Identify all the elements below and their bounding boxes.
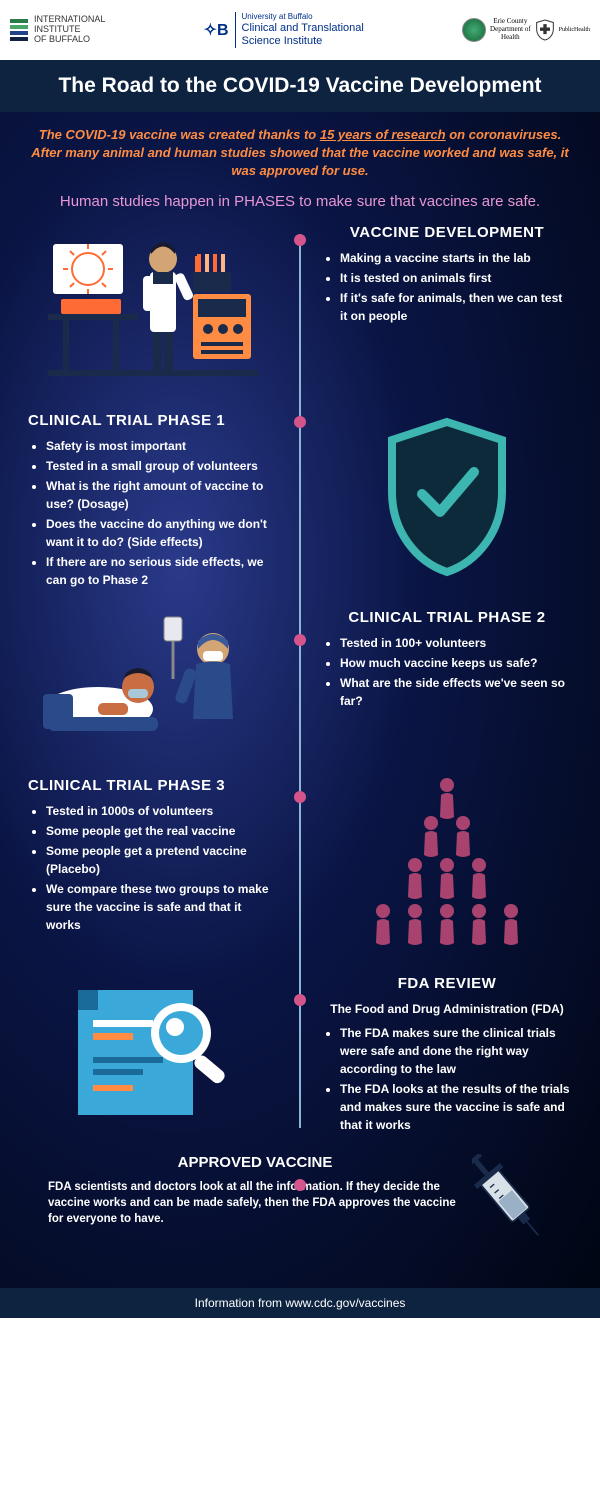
document-magnify-icon bbox=[63, 975, 243, 1135]
iib-text: INTERNATIONAL INSTITUTE OF BUFFALO bbox=[34, 15, 105, 45]
timeline: VACCINE DEVELOPMENT Making a vaccine sta… bbox=[0, 224, 600, 1288]
list-item: We compare these two groups to make sure… bbox=[46, 880, 278, 934]
approved-text: FDA scientists and doctors look at all t… bbox=[48, 1179, 462, 1227]
logo-ub: ✧B University at Buffalo Clinical and Tr… bbox=[204, 12, 364, 48]
ub-icon: ✧B bbox=[204, 20, 229, 40]
phase3-title: CLINICAL TRIAL PHASE 3 bbox=[28, 777, 278, 794]
logo-erie: Erie County Department of Health PublicH… bbox=[462, 18, 590, 42]
syringe-icon bbox=[472, 1154, 552, 1254]
fda-content: FDA REVIEW The Food and Drug Administrat… bbox=[300, 975, 582, 1136]
approved-block: APPROVED VACCINE FDA scientists and doct… bbox=[18, 1154, 582, 1268]
list-item: Tested in 1000s of volunteers bbox=[46, 802, 278, 820]
approved-title: APPROVED VACCINE bbox=[48, 1154, 462, 1171]
header-logos: INTERNATIONAL INSTITUTE OF BUFFALO ✧B Un… bbox=[0, 0, 600, 60]
phase3-content: CLINICAL TRIAL PHASE 3 Tested in 1000s o… bbox=[18, 777, 300, 936]
phase1-content: CLINICAL TRIAL PHASE 1 Safety is most im… bbox=[18, 412, 300, 591]
fda-title: FDA REVIEW bbox=[322, 975, 572, 992]
dev-content: VACCINE DEVELOPMENT Making a vaccine sta… bbox=[300, 224, 582, 327]
row-phase3: CLINICAL TRIAL PHASE 3 Tested in 1000s o… bbox=[18, 777, 582, 957]
list-item: It is tested on animals first bbox=[340, 269, 572, 287]
list-item: The FDA looks at the results of the tria… bbox=[340, 1080, 572, 1134]
row-fda: FDA REVIEW The Food and Drug Administrat… bbox=[18, 975, 582, 1136]
list-item: Some people get the real vaccine bbox=[46, 822, 278, 840]
erie-line3: Health bbox=[490, 34, 531, 42]
ub-top: University at Buffalo bbox=[242, 12, 364, 22]
list-item: What are the side effects we've seen so … bbox=[340, 674, 572, 710]
ub-line1: Clinical and Translational bbox=[242, 22, 364, 35]
phase2-title: CLINICAL TRIAL PHASE 2 bbox=[322, 609, 572, 626]
intro-text: The COVID-19 vaccine was created thanks … bbox=[0, 112, 600, 187]
phase3-bullets: Tested in 1000s of volunteers Some peopl… bbox=[28, 802, 278, 934]
phase2-content: CLINICAL TRIAL PHASE 2 Tested in 100+ vo… bbox=[300, 609, 582, 712]
list-item: If it's safe for animals, then we can te… bbox=[340, 289, 572, 325]
fda-subtitle: The Food and Drug Administration (FDA) bbox=[322, 1000, 572, 1018]
approved-content: APPROVED VACCINE FDA scientists and doct… bbox=[48, 1154, 462, 1227]
list-item: How much vaccine keeps us safe? bbox=[340, 654, 572, 672]
phase2-bullets: Tested in 100+ volunteers How much vacci… bbox=[322, 634, 572, 710]
list-item: If there are no serious side effects, we… bbox=[46, 553, 278, 589]
list-item: Tested in a small group of volunteers bbox=[46, 457, 278, 475]
logo-iib: INTERNATIONAL INSTITUTE OF BUFFALO bbox=[10, 15, 105, 45]
intro-underline: 15 years of research bbox=[320, 127, 446, 142]
list-item: The FDA makes sure the clinical trials w… bbox=[340, 1024, 572, 1078]
erie-sub: PublicHealth bbox=[559, 27, 590, 34]
row-phase2: CLINICAL TRIAL PHASE 2 Tested in 100+ vo… bbox=[18, 609, 582, 759]
fda-bullets: The FDA makes sure the clinical trials w… bbox=[322, 1024, 572, 1134]
people-pyramid-icon bbox=[347, 777, 547, 957]
scientist-lab-icon bbox=[43, 224, 263, 394]
list-item: Tested in 100+ volunteers bbox=[340, 634, 572, 652]
lab-illustration bbox=[18, 224, 300, 394]
phase1-bullets: Safety is most important Tested in a sma… bbox=[28, 437, 278, 589]
title-bar: The Road to the COVID-19 Vaccine Develop… bbox=[0, 60, 600, 112]
list-item: Making a vaccine starts in the lab bbox=[340, 249, 572, 267]
footer-source: Information from www.cdc.gov/vaccines bbox=[0, 1288, 600, 1318]
page-title: The Road to the COVID-19 Vaccine Develop… bbox=[10, 74, 590, 98]
ub-text: University at Buffalo Clinical and Trans… bbox=[235, 12, 364, 48]
list-item: What is the right amount of vaccine to u… bbox=[46, 477, 278, 513]
patient-nurse-icon bbox=[38, 609, 268, 759]
iib-line3: OF BUFFALO bbox=[34, 35, 105, 45]
row-phase1: CLINICAL TRIAL PHASE 1 Safety is most im… bbox=[18, 412, 582, 591]
erie-seal-icon bbox=[462, 18, 486, 42]
syringe-illustration bbox=[472, 1154, 552, 1254]
list-item: Some people get a pretend vaccine (Place… bbox=[46, 842, 278, 878]
dev-title: VACCINE DEVELOPMENT bbox=[322, 224, 572, 241]
publichealth-shield-icon bbox=[535, 19, 555, 41]
people-illustration bbox=[300, 777, 582, 957]
sub-intro: Human studies happen in PHASES to make s… bbox=[0, 187, 600, 224]
phase1-title: CLINICAL TRIAL PHASE 1 bbox=[28, 412, 278, 429]
shield-check-icon bbox=[372, 412, 522, 582]
intro-pre: The COVID-19 vaccine was created thanks … bbox=[39, 127, 320, 142]
row-dev: VACCINE DEVELOPMENT Making a vaccine sta… bbox=[18, 224, 582, 394]
ub-line2: Science Institute bbox=[242, 35, 364, 48]
shield-illustration bbox=[300, 412, 582, 582]
infographic-body: The Road to the COVID-19 Vaccine Develop… bbox=[0, 60, 600, 1318]
patient-illustration bbox=[18, 609, 300, 759]
list-item: Does the vaccine do anything we don't wa… bbox=[46, 515, 278, 551]
document-illustration bbox=[18, 975, 300, 1135]
timeline-dot bbox=[294, 1179, 306, 1191]
list-item: Safety is most important bbox=[46, 437, 278, 455]
erie-text: Erie County Department of Health bbox=[490, 18, 531, 41]
iib-stripes-icon bbox=[10, 19, 28, 41]
dev-bullets: Making a vaccine starts in the lab It is… bbox=[322, 249, 572, 325]
